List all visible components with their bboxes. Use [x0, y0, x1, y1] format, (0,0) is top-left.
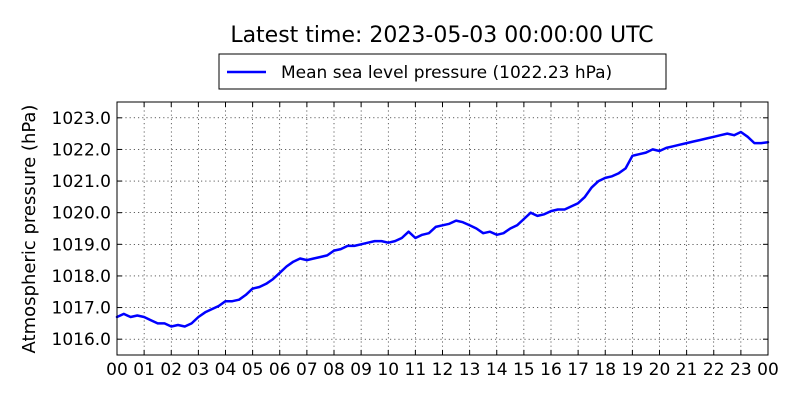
series-line-0: [115, 130, 770, 328]
x-tick-label: 11: [405, 360, 427, 380]
x-tick-label: 05: [242, 360, 264, 380]
x-tick-label: 14: [486, 360, 508, 380]
x-tick-label: 22: [703, 360, 725, 380]
y-tick-labels: 1016.0 1017.0 1018.0 1019.0 1020.0 1021.0 1022…: [52, 109, 111, 350]
x-tick-label: 02: [160, 360, 182, 380]
x-tick-labels: 00 01 02 03 04 05 06 07 08 09 10 11 12 13 14 15 16 17 18 19…: [106, 360, 779, 380]
axis-ticks: [116, 102, 769, 355]
y-axis-label: Atmospheric pressure (hPa): [19, 105, 40, 354]
chart-title: Latest time: 2023-05-03 00:00:00 UTC: [230, 23, 653, 48]
x-tick-label: 00: [757, 360, 779, 380]
y-tick-label: 1023.0: [52, 109, 111, 129]
x-tick-label: 16: [540, 360, 562, 380]
x-tick-label: 15: [513, 360, 535, 380]
legend-box: [218, 53, 667, 90]
y-tick-label: 1017.0: [52, 299, 111, 319]
x-tick-label: 23: [730, 360, 752, 380]
x-tick-label: 19: [622, 360, 644, 380]
legend: Mean sea level pressure (1022.23 hPa): [218, 53, 667, 90]
y-tick-label: 1018.0: [52, 267, 111, 287]
x-tick-label: 04: [215, 360, 237, 380]
x-tick-label: 01: [133, 360, 155, 380]
y-tick-label: 1021.0: [52, 172, 111, 192]
x-tick-label: 17: [567, 360, 589, 380]
grid: [117, 102, 768, 355]
x-tick-label: 10: [377, 360, 399, 380]
x-tick-label: 06: [269, 360, 291, 380]
data-series: [115, 130, 770, 328]
y-tick-label: 1016.0: [52, 330, 111, 350]
x-tick-label: 20: [649, 360, 671, 380]
x-tick-label: 09: [350, 360, 372, 380]
y-tick-label: 1019.0: [52, 235, 111, 255]
legend-entry-label: Mean sea level pressure (1022.23 hPa): [281, 63, 612, 83]
x-tick-label: 18: [594, 360, 616, 380]
y-tick-label: 1020.0: [52, 204, 111, 224]
x-tick-label: 13: [459, 360, 481, 380]
x-tick-label: 07: [296, 360, 318, 380]
x-tick-label: 08: [323, 360, 345, 380]
x-tick-label: 00: [106, 360, 128, 380]
y-tick-label: 1022.0: [52, 140, 111, 160]
x-tick-label: 03: [188, 360, 210, 380]
x-tick-label: 21: [676, 360, 698, 380]
x-tick-label: 12: [432, 360, 454, 380]
